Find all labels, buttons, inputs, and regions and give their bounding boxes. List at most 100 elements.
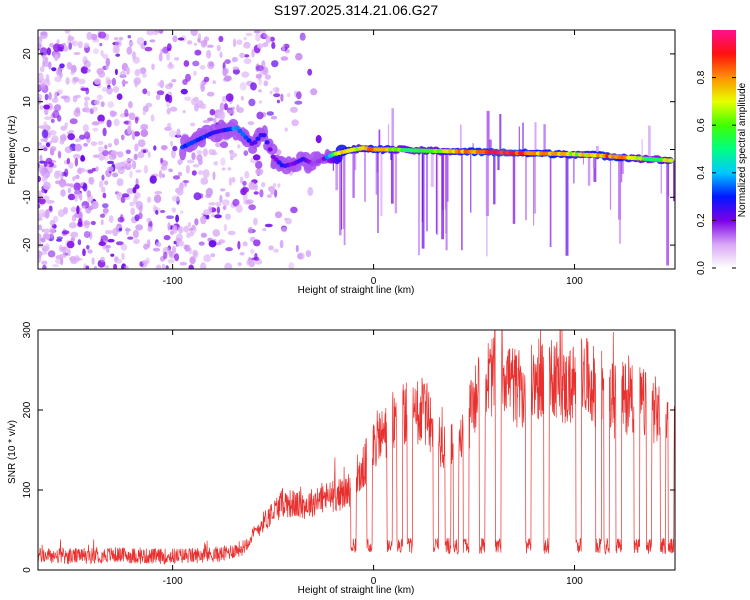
noise-speck bbox=[255, 168, 264, 176]
ridge-core bbox=[234, 125, 240, 131]
noise-speck bbox=[38, 125, 45, 129]
noise-speck bbox=[221, 167, 226, 171]
noise-speck bbox=[211, 213, 215, 218]
noise-speck bbox=[52, 110, 60, 119]
noise-speck bbox=[200, 232, 207, 238]
noise-speck bbox=[104, 265, 110, 269]
noise-speck bbox=[202, 148, 208, 157]
noise-speck bbox=[262, 228, 267, 232]
noise-speck bbox=[57, 44, 65, 51]
noise-speck bbox=[116, 192, 121, 201]
noise-speck bbox=[38, 142, 42, 146]
noise-speck bbox=[54, 54, 59, 62]
noise-speck bbox=[166, 101, 171, 108]
noise-speck bbox=[126, 188, 134, 194]
noise-speck bbox=[50, 232, 54, 239]
noise-speck bbox=[83, 96, 91, 101]
noise-speck bbox=[135, 224, 144, 231]
x-tick-label: 0 bbox=[371, 276, 377, 287]
noise-speck bbox=[286, 92, 291, 98]
noise-speck bbox=[190, 30, 198, 36]
noise-speck bbox=[42, 60, 46, 68]
noise-speck bbox=[263, 80, 269, 87]
noise-speck bbox=[44, 116, 52, 120]
noise-speck bbox=[218, 35, 224, 43]
noise-speck bbox=[171, 207, 176, 213]
noise-speck bbox=[266, 194, 272, 199]
noise-speck bbox=[284, 127, 288, 132]
noise-speck bbox=[124, 108, 129, 118]
noise-speck bbox=[258, 30, 267, 34]
colorbar-tick-label: 0.0 bbox=[696, 261, 707, 275]
noise-speck bbox=[248, 204, 256, 211]
noise-speck bbox=[167, 222, 171, 231]
noise-speck bbox=[193, 96, 199, 102]
ridge-halo bbox=[228, 118, 239, 128]
snr-plot-area bbox=[38, 330, 675, 565]
noise-speck bbox=[200, 83, 205, 93]
noise-speck bbox=[54, 104, 62, 112]
noise-speck bbox=[128, 41, 134, 46]
noise-speck bbox=[253, 217, 258, 226]
noise-speck bbox=[185, 164, 190, 174]
y-tick-label: -20 bbox=[22, 237, 33, 252]
noise-speck bbox=[177, 171, 183, 177]
noise-speck bbox=[77, 239, 82, 246]
ridge-core bbox=[276, 160, 282, 165]
noise-speck bbox=[193, 192, 202, 201]
noise-speck bbox=[198, 158, 203, 166]
noise-speck bbox=[208, 202, 216, 206]
noise-speck bbox=[216, 112, 225, 119]
noise-speck bbox=[295, 244, 299, 253]
noise-speck bbox=[227, 167, 232, 171]
noise-speck bbox=[75, 107, 81, 114]
noise-speck bbox=[117, 167, 125, 175]
noise-speck bbox=[44, 93, 49, 101]
noise-speck bbox=[297, 252, 305, 260]
noise-speck bbox=[106, 119, 112, 128]
noise-speck bbox=[38, 175, 41, 183]
noise-speck bbox=[295, 52, 303, 61]
noise-speck bbox=[183, 60, 190, 67]
noise-speck bbox=[163, 235, 171, 241]
snr-panel: -100 0 100 0 100 200 300 Height of straight li… bbox=[7, 321, 676, 596]
noise-speck bbox=[50, 118, 55, 123]
noise-speck bbox=[133, 131, 140, 137]
noise-speck bbox=[51, 67, 57, 72]
noise-speck bbox=[132, 229, 139, 239]
noise-speck bbox=[258, 89, 262, 93]
noise-speck bbox=[242, 241, 248, 247]
noise-speck bbox=[101, 186, 106, 193]
noise-speck bbox=[62, 136, 67, 141]
noise-speck bbox=[151, 63, 155, 71]
noise-speck bbox=[41, 169, 46, 175]
noise-speck bbox=[253, 191, 259, 195]
noise-speck bbox=[203, 76, 210, 83]
noise-speck bbox=[247, 226, 253, 234]
noise-speck bbox=[276, 99, 280, 104]
noise-speck bbox=[275, 87, 279, 94]
noise-speck bbox=[170, 230, 174, 235]
noise-speck bbox=[222, 205, 227, 211]
noise-speck bbox=[156, 90, 165, 96]
noise-speck bbox=[203, 254, 212, 263]
noise-speck bbox=[124, 228, 132, 232]
noise-speck bbox=[60, 125, 67, 131]
noise-speck bbox=[39, 154, 43, 162]
noise-speck bbox=[83, 143, 88, 147]
noise-speck bbox=[123, 265, 129, 269]
x-tick-label: 100 bbox=[566, 276, 583, 287]
noise-speck bbox=[64, 146, 73, 154]
noise-speck bbox=[289, 106, 298, 113]
spectrogram-image bbox=[38, 30, 675, 269]
noise-speck bbox=[186, 40, 193, 45]
noise-speck bbox=[87, 169, 94, 174]
noise-speck bbox=[214, 214, 222, 219]
noise-speck bbox=[188, 264, 194, 269]
noise-speck bbox=[39, 105, 44, 110]
noise-speck bbox=[264, 223, 273, 228]
noise-speck bbox=[93, 265, 98, 269]
noise-speck bbox=[47, 250, 56, 258]
noise-speck bbox=[44, 243, 50, 251]
